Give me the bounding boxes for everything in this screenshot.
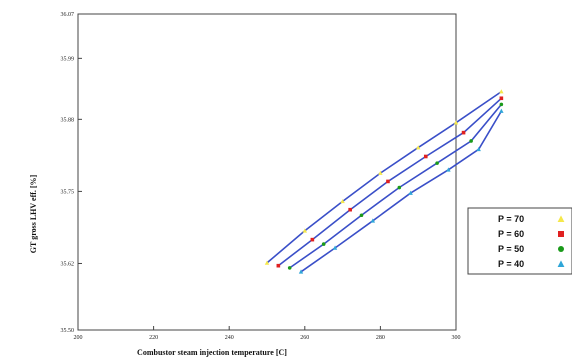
data-point bbox=[499, 89, 504, 94]
data-point bbox=[461, 130, 466, 135]
y-tick-label: 36.07 bbox=[61, 12, 75, 18]
legend-entry-label: P = 60 bbox=[498, 229, 524, 239]
y-tick-label: 35.88 bbox=[61, 117, 75, 123]
x-tick-label: 220 bbox=[149, 335, 158, 341]
legend-marker bbox=[557, 215, 565, 222]
data-point bbox=[348, 207, 352, 212]
data-point bbox=[397, 185, 402, 190]
data-point bbox=[386, 179, 390, 184]
data-point bbox=[499, 102, 504, 107]
data-point bbox=[446, 167, 451, 172]
data-point bbox=[359, 213, 364, 218]
data-point bbox=[332, 245, 338, 250]
data-point bbox=[340, 198, 345, 204]
data-point bbox=[302, 228, 307, 233]
data-point bbox=[287, 266, 292, 270]
data-point bbox=[310, 237, 315, 242]
data-point bbox=[435, 161, 439, 165]
x-tick-label: 300 bbox=[452, 335, 461, 341]
x-axis-ticks: 200 220 240 260 280 300 bbox=[74, 326, 461, 341]
data-point bbox=[378, 170, 383, 175]
data-point bbox=[416, 145, 421, 150]
legend-box bbox=[467, 207, 572, 275]
data-point bbox=[321, 242, 326, 246]
data-point bbox=[469, 139, 473, 143]
x-tick-label: 280 bbox=[376, 335, 385, 341]
plot-area bbox=[77, 13, 457, 331]
series-markers bbox=[264, 89, 504, 274]
y-tick-label: 35.62 bbox=[61, 261, 75, 267]
legend-marker bbox=[558, 246, 564, 252]
data-point bbox=[453, 120, 459, 125]
data-point bbox=[476, 146, 481, 152]
data-point bbox=[370, 218, 376, 223]
data-point bbox=[408, 190, 413, 195]
y-axis-ticks: 35.50 35.62 35.75 35.88 35.99 36.07 bbox=[61, 12, 82, 334]
x-tick-label: 240 bbox=[225, 335, 234, 341]
data-point bbox=[264, 260, 270, 265]
x-tick-label: 260 bbox=[300, 335, 309, 341]
legend-entry-label: P = 40 bbox=[498, 259, 524, 269]
x-tick-label: 200 bbox=[74, 335, 83, 341]
y-tick-label: 35.75 bbox=[61, 189, 75, 195]
y-tick-label: 35.50 bbox=[61, 328, 75, 334]
data-point bbox=[276, 263, 281, 268]
legend-entry-label: P = 70 bbox=[498, 214, 524, 224]
y-axis-label: GT gross LHV eff. [%] bbox=[29, 174, 38, 253]
legend: P = 70 P = 60 P = 50 P = 40 bbox=[467, 207, 572, 275]
legend-entry-label: P = 50 bbox=[498, 244, 524, 254]
legend-marker bbox=[557, 260, 565, 267]
data-point bbox=[499, 96, 504, 101]
data-point bbox=[423, 154, 428, 159]
legend-marker bbox=[558, 231, 564, 237]
y-tick-label: 35.99 bbox=[61, 56, 75, 62]
data-point bbox=[499, 108, 504, 113]
x-axis-label: Combustor steam injection temperature [C… bbox=[137, 348, 287, 357]
data-point bbox=[298, 269, 304, 274]
